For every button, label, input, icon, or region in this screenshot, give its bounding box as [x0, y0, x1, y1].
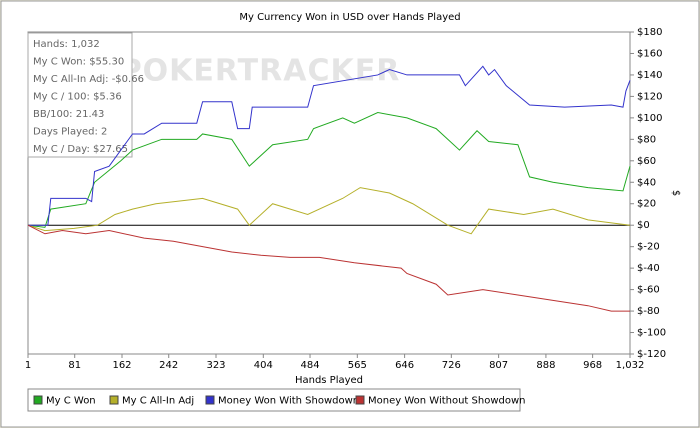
- x-tick-label: 968: [583, 360, 602, 371]
- y-tick-label: $-120: [637, 349, 666, 360]
- x-tick-label: 81: [68, 360, 81, 371]
- stat-line: BB/100: 21.43: [33, 109, 104, 120]
- y-tick-label: $120: [637, 91, 662, 102]
- x-tick-label: 726: [442, 360, 461, 371]
- y-tick-label: $20: [637, 199, 656, 210]
- series-line: [27, 111, 631, 228]
- y-tick-label: $140: [637, 70, 662, 81]
- legend-box: [27, 388, 521, 412]
- stat-line: My C Won: $55.30: [33, 57, 124, 68]
- x-tick-label: 807: [489, 360, 508, 371]
- legend-label: My C All-In Adj: [122, 396, 194, 407]
- y-tick-label: $-40: [637, 263, 660, 274]
- stats-box: [27, 32, 133, 158]
- legend-swatch: [109, 395, 119, 405]
- y-tick-label: $60: [637, 156, 656, 167]
- legend-swatch: [205, 395, 215, 405]
- y-axis-label: $: [670, 190, 681, 196]
- x-tick-label: 1,032: [616, 360, 645, 371]
- stat-line: Hands: 1,032: [33, 39, 100, 50]
- y-tick-label: $100: [637, 113, 662, 124]
- x-tick-label: 162: [112, 360, 131, 371]
- legend-label: Money Won Without Showdown: [368, 396, 526, 407]
- x-tick-label: 404: [254, 360, 273, 371]
- chart-title: My Currency Won in USD over Hands Played: [239, 12, 460, 23]
- y-tick-label: $0: [637, 220, 650, 231]
- y-tick-label: $-60: [637, 285, 660, 296]
- x-axis-label: Hands Played: [295, 375, 363, 386]
- legend-swatch: [355, 395, 365, 405]
- y-tick-label: $-80: [637, 306, 660, 317]
- series-line: [27, 187, 631, 235]
- stat-line: My C All-In Adj: -$0.66: [33, 74, 144, 85]
- stat-line: My C / 100: $5.36: [33, 92, 122, 103]
- watermark: POKERTRACKER: [120, 54, 401, 89]
- x-tick-label: 565: [348, 360, 367, 371]
- series-line: [27, 224, 630, 312]
- legend-label: Money Won With Showdown: [218, 396, 359, 407]
- stat-line: Days Played: 2: [33, 127, 107, 138]
- x-tick-label: 242: [159, 360, 178, 371]
- y-tick-label: $80: [637, 134, 656, 145]
- y-tick-label: $180: [637, 27, 662, 38]
- x-tick-label: 484: [300, 360, 319, 371]
- y-tick-label: $160: [637, 48, 662, 59]
- x-tick-label: 888: [536, 360, 555, 371]
- y-tick-label: $40: [637, 177, 656, 188]
- legend-swatch: [33, 395, 43, 405]
- x-tick-label: 323: [206, 360, 225, 371]
- y-tick-label: $-20: [637, 242, 660, 253]
- x-tick-label: 1: [25, 360, 31, 371]
- y-tick-label: $-100: [637, 328, 666, 339]
- x-tick-label: 646: [395, 360, 414, 371]
- legend-label: My C Won: [46, 396, 96, 407]
- series-line: [28, 65, 631, 226]
- stat-line: My C / Day: $27.65: [33, 144, 128, 155]
